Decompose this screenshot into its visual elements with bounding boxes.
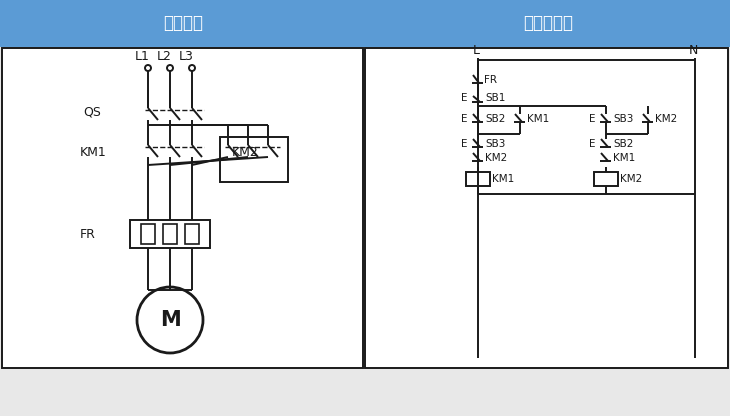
Text: SB2: SB2: [613, 139, 634, 149]
Text: 主回路图: 主回路图: [163, 14, 203, 32]
Bar: [130, 220, 210, 248]
Bar: [2, 48, 363, 368]
Text: QS: QS: [83, 106, 101, 119]
Circle shape: [189, 65, 195, 71]
Text: SB3: SB3: [613, 114, 634, 124]
Text: KM2: KM2: [655, 114, 677, 124]
Bar: [365, 48, 728, 368]
Text: KM1: KM1: [613, 153, 635, 163]
Bar: [594, 172, 618, 186]
Text: 控制回路图: 控制回路图: [523, 14, 573, 32]
Text: E: E: [589, 114, 595, 124]
Text: L1: L1: [134, 50, 150, 64]
Circle shape: [167, 65, 173, 71]
Text: KM1: KM1: [492, 174, 514, 184]
Text: E: E: [461, 93, 467, 103]
Bar: [141, 224, 155, 244]
Text: FR: FR: [80, 228, 96, 240]
Text: SB1: SB1: [485, 93, 505, 103]
Text: N: N: [688, 44, 698, 57]
Text: KM2: KM2: [485, 153, 507, 163]
Text: E: E: [461, 139, 467, 149]
Text: KM1: KM1: [527, 114, 549, 124]
Bar: [220, 137, 288, 182]
Bar: [466, 172, 490, 186]
Bar: [0, 0, 730, 46]
Text: FR: FR: [484, 75, 497, 85]
Bar: [185, 224, 199, 244]
Text: E: E: [461, 114, 467, 124]
Text: KM1: KM1: [80, 146, 107, 159]
Text: L3: L3: [179, 50, 193, 64]
Text: L: L: [472, 44, 480, 57]
Text: L2: L2: [156, 50, 172, 64]
Circle shape: [145, 65, 151, 71]
Text: M: M: [160, 310, 180, 330]
Circle shape: [137, 287, 203, 353]
Text: KM2: KM2: [620, 174, 642, 184]
Text: E: E: [589, 139, 595, 149]
Text: SB2: SB2: [485, 114, 505, 124]
Text: SB3: SB3: [485, 139, 505, 149]
Bar: [163, 224, 177, 244]
Text: KM2: KM2: [232, 146, 258, 159]
